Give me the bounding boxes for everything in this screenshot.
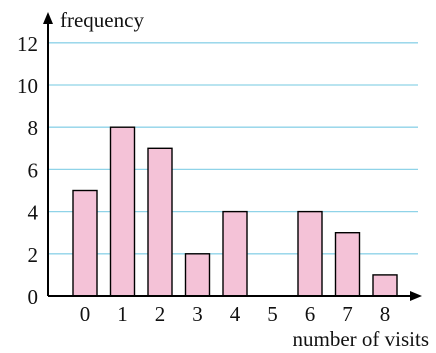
axes	[43, 12, 422, 301]
bar-3	[184, 253, 211, 297]
bar-7	[334, 231, 361, 297]
y-axis-label: frequency	[60, 8, 144, 32]
bar-4	[222, 210, 248, 297]
y-tick-label: 8	[28, 116, 39, 140]
x-tick-label: 7	[342, 302, 353, 326]
y-tick-label: 6	[28, 158, 39, 182]
bar-1	[109, 126, 136, 297]
bar-0	[72, 189, 98, 297]
y-tick-label: 2	[28, 243, 39, 267]
x-tick-label: 8	[380, 302, 391, 326]
y-tick-label: 4	[28, 201, 39, 225]
bar-6	[297, 210, 323, 297]
x-tick-label: 5	[267, 302, 278, 326]
x-tick-label: 6	[305, 302, 316, 326]
x-axis-label: number of visits	[293, 327, 430, 351]
bar-2	[147, 147, 173, 297]
y-axis-arrow	[43, 12, 53, 24]
x-tick-label: 3	[192, 302, 203, 326]
y-tick-label: 0	[28, 285, 39, 309]
y-tick-label: 10	[17, 74, 38, 98]
x-tick-label: 1	[117, 302, 128, 326]
bar-8	[372, 274, 398, 297]
bars	[72, 126, 398, 297]
x-tick-label: 0	[80, 302, 91, 326]
x-axis-arrow	[410, 291, 422, 301]
y-tick-label: 12	[17, 32, 38, 56]
x-tick-label: 2	[155, 302, 166, 326]
x-tick-label: 4	[230, 302, 241, 326]
